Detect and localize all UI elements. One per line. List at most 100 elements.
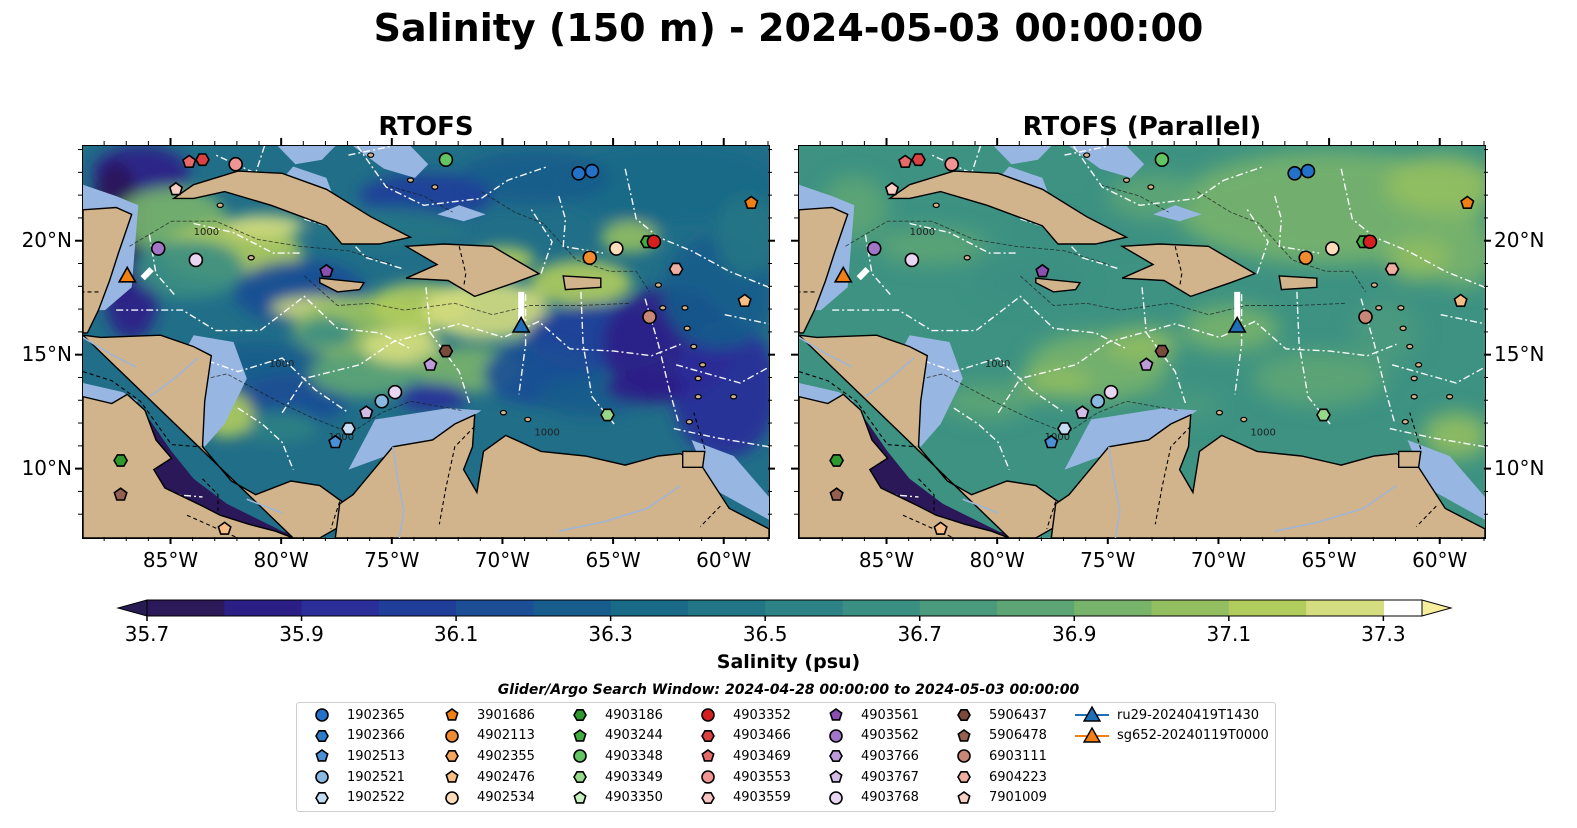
depth-contour xyxy=(874,373,1178,434)
legend-label: 5906478 xyxy=(989,728,1047,744)
argo-float-marker[interactable] xyxy=(1384,262,1400,276)
argo-float-marker[interactable] xyxy=(898,154,913,169)
colorbar-bin xyxy=(224,600,303,616)
argo-float-marker[interactable] xyxy=(423,357,438,371)
argo-float-marker[interactable] xyxy=(571,166,586,181)
argo-float-marker[interactable] xyxy=(911,153,926,167)
argo-float-marker[interactable] xyxy=(1154,344,1170,358)
argo-float-marker[interactable] xyxy=(113,487,128,501)
argo-float-marker[interactable] xyxy=(600,408,615,422)
argo-float-marker[interactable] xyxy=(582,250,598,265)
island xyxy=(216,202,224,209)
lon-tick-label: 80°W xyxy=(969,548,1025,572)
river xyxy=(392,446,405,538)
legend-item: 6904223 xyxy=(947,767,1047,787)
argo-float-marker[interactable] xyxy=(668,262,684,276)
lat-tick-label: 15°N xyxy=(21,341,72,366)
country-border xyxy=(918,478,935,511)
legend-label: sg652-20240119T0000 xyxy=(1117,728,1269,744)
map-panel-rtofs[interactable]: 1000 1000 1000 1000 xyxy=(82,145,770,539)
lon-tick-label: 80°W xyxy=(253,548,309,572)
glider-marker[interactable] xyxy=(1227,315,1247,333)
argo-float-marker[interactable] xyxy=(1325,241,1340,256)
argo-float-marker[interactable] xyxy=(1139,357,1154,371)
legend-marker-shape xyxy=(445,770,459,783)
colorbar-tick-label: 36.5 xyxy=(743,622,788,646)
argo-float-marker[interactable] xyxy=(1362,234,1378,250)
argo-float-marker[interactable] xyxy=(387,384,403,400)
argo-float-marker[interactable] xyxy=(1298,250,1314,265)
country-border xyxy=(1046,501,1057,530)
land-trinidad xyxy=(1398,450,1422,468)
island xyxy=(1410,375,1418,382)
glider-marker[interactable] xyxy=(833,265,853,283)
depth-contour xyxy=(845,220,1109,265)
argo-float-marker[interactable] xyxy=(328,434,343,449)
colorbar-bin xyxy=(610,600,689,616)
legend-label: 1902521 xyxy=(347,769,405,785)
legend-label: 1902365 xyxy=(347,707,405,723)
argo-float-marker[interactable] xyxy=(884,181,900,196)
legend-marker-pentagon xyxy=(573,790,587,804)
argo-float-marker[interactable] xyxy=(182,154,197,169)
argo-float-marker[interactable] xyxy=(359,405,374,419)
argo-float-marker[interactable] xyxy=(642,309,657,325)
argo-float-marker[interactable] xyxy=(609,241,624,256)
argo-float-marker[interactable] xyxy=(188,252,204,268)
shelf-area xyxy=(1153,205,1202,222)
shelf-area xyxy=(348,408,482,470)
country-border xyxy=(1154,425,1192,525)
argo-float-marker[interactable] xyxy=(737,293,752,307)
argo-float-marker[interactable] xyxy=(1103,384,1119,400)
argo-float-marker[interactable] xyxy=(1154,152,1170,167)
map-rtofs-canvas: 1000 1000 1000 1000 xyxy=(83,146,769,538)
argo-float-marker[interactable] xyxy=(1300,163,1316,179)
argo-float-marker[interactable] xyxy=(944,156,959,172)
argo-float-marker[interactable] xyxy=(438,152,454,167)
argo-float-marker[interactable] xyxy=(228,156,243,172)
legend-marker-shape xyxy=(315,729,329,742)
argo-float-marker[interactable] xyxy=(829,454,845,467)
argo-float-marker[interactable] xyxy=(1453,293,1468,307)
argo-float-marker[interactable] xyxy=(646,234,662,250)
glider-marker[interactable] xyxy=(117,265,137,283)
argo-float-marker[interactable] xyxy=(1075,405,1090,419)
argo-float-marker[interactable] xyxy=(584,163,600,179)
argo-float-marker[interactable] xyxy=(933,521,948,535)
argo-float-marker[interactable] xyxy=(866,241,882,256)
river xyxy=(246,498,283,514)
argo-float-marker[interactable] xyxy=(195,153,210,167)
legend-marker-circle xyxy=(315,770,329,784)
argo-float-marker[interactable] xyxy=(438,344,454,358)
argo-float-marker[interactable] xyxy=(217,521,232,535)
contour-label: 1000 xyxy=(534,427,559,438)
argo-float-marker[interactable] xyxy=(319,263,334,278)
argo-float-marker[interactable] xyxy=(374,393,390,409)
argo-float-marker[interactable] xyxy=(904,252,920,268)
argo-float-marker[interactable] xyxy=(829,487,844,501)
argo-float-marker[interactable] xyxy=(744,195,759,210)
argo-float-marker[interactable] xyxy=(113,454,129,467)
argo-float-marker[interactable] xyxy=(1044,434,1059,449)
argo-float-marker[interactable] xyxy=(341,422,356,436)
argo-float-marker[interactable] xyxy=(1287,166,1302,181)
eez-boundary xyxy=(1072,146,1264,207)
legend-marker-hexagon xyxy=(829,750,843,763)
argo-float-marker[interactable] xyxy=(1460,195,1475,210)
legend-label: 4903469 xyxy=(733,748,791,764)
glider-marker[interactable] xyxy=(511,315,531,333)
shelf-area xyxy=(277,146,336,165)
argo-float-marker[interactable] xyxy=(1316,408,1331,422)
argo-float-marker[interactable] xyxy=(1035,263,1050,278)
legend-item: 4903350 xyxy=(563,788,663,808)
legend-marker-shape xyxy=(445,750,459,763)
colorbar-extend-low xyxy=(116,599,148,617)
argo-float-marker[interactable] xyxy=(1358,309,1373,325)
argo-float-marker[interactable] xyxy=(1057,422,1072,436)
eez-boundary xyxy=(675,364,769,384)
argo-float-marker[interactable] xyxy=(150,241,166,256)
map-panel-parallel[interactable]: 1000 1000 1000 1000 xyxy=(798,145,1486,539)
argo-float-marker[interactable] xyxy=(1090,393,1106,409)
colorbar-bin xyxy=(997,600,1075,616)
argo-float-marker[interactable] xyxy=(168,181,184,196)
